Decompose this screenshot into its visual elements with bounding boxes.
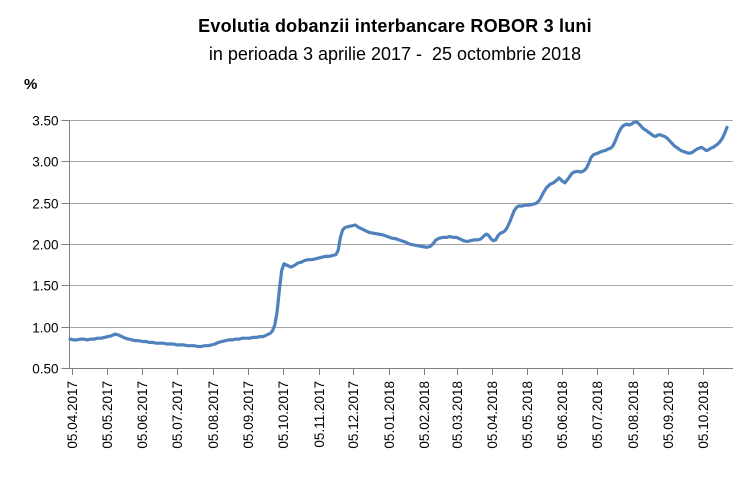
x-tick-label: 05.04.2017 [65, 381, 80, 449]
x-tick-label: 05.01.2018 [382, 381, 397, 449]
x-tick-label: 05.05.2018 [520, 381, 535, 449]
x-ticks-group [72, 368, 704, 375]
y-tick-label: 0.50 [32, 362, 58, 377]
x-tick-label: 05.07.2018 [590, 381, 605, 449]
x-tick-labels-group: 05.04.2017 05.05.2017 05.06.2017 05.07.2017… [65, 381, 711, 449]
x-tick-label: 05.06.2017 [135, 381, 150, 449]
x-tick-label: 05.03.2018 [450, 381, 465, 449]
y-tick-label: 2.00 [32, 238, 58, 253]
x-tick-label: 05.09.2017 [241, 381, 256, 449]
axes-group [61, 120, 733, 369]
y-tick-label: 1.00 [32, 321, 58, 336]
x-tick-label: 05.10.2017 [276, 381, 291, 449]
y-tick-label: 1.50 [32, 279, 58, 294]
chart-header: Evolutia dobanzii interbancare ROBOR 3 l… [55, 12, 735, 68]
x-tick-label: 05.09.2018 [661, 381, 676, 449]
x-tick-label: 05.06.2018 [555, 381, 570, 449]
robor-series-line [68, 120, 729, 349]
x-tick-label: 05.04.2018 [485, 381, 500, 449]
x-tick-label: 05.02.2018 [417, 381, 432, 449]
chart-subtitle: in perioada 3 aprilie 2017 - 25 octombri… [208, 44, 582, 64]
series-group [68, 120, 729, 349]
x-tick-label: 05.08.2017 [206, 381, 221, 449]
x-tick-label: 05.08.2018 [626, 381, 641, 449]
chart-title: Evolutia dobanzii interbancare ROBOR 3 l… [198, 16, 592, 36]
y-axis-unit-label: % [24, 76, 38, 93]
x-tick-label: 05.10.2018 [696, 381, 711, 449]
x-tick-label: 05.07.2017 [170, 381, 185, 449]
x-tick-label: 05.12.2017 [346, 381, 361, 449]
y-tick-label: 3.00 [32, 155, 58, 170]
x-tick-label: 05.05.2017 [100, 381, 115, 449]
y-tick-label: 3.50 [32, 114, 58, 129]
y-tick-label: 2.50 [32, 197, 58, 212]
x-tick-label: 05.11.2017 [312, 381, 327, 448]
y-tick-labels-group: 0.50 1.00 1.50 2.00 2.50 3.00 3.50 [32, 114, 58, 377]
gridlines-group [69, 120, 733, 369]
